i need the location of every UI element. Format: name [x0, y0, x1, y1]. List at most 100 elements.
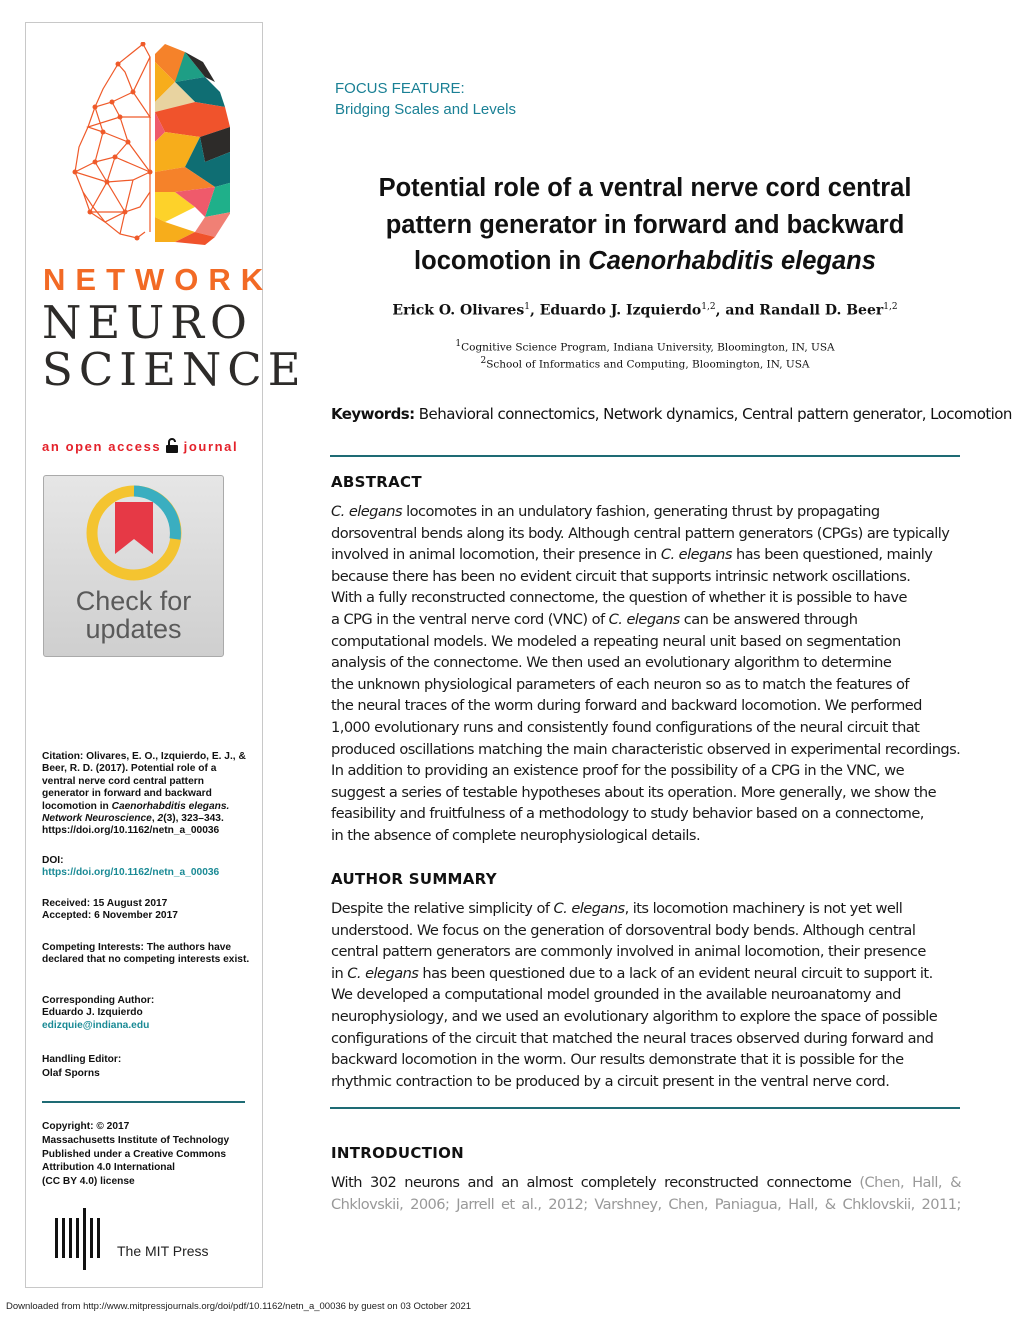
keywords: Keywords: Behavioral connectomics, Netwo… [331, 405, 1012, 423]
text-line: C. elegans locomotes in an undulatory fa… [331, 501, 961, 523]
reference-link[interactable]: Hall, [912, 1174, 943, 1191]
check-for-updates-badge[interactable]: Check for updates [43, 475, 224, 657]
badge-line-1: Check for [75, 586, 192, 616]
reference-link[interactable]: Chen, [668, 1195, 708, 1213]
citation-volume: 2 [157, 813, 164, 825]
text-segment: locomotes in an undulatory fashion, gene… [402, 503, 880, 520]
text-line: With a fully reconstructed connectome, t… [331, 587, 961, 609]
affiliation-text: School of Informatics and Computing, Blo… [486, 358, 810, 371]
text-segment: , its locomotion machinery is not yet we… [624, 900, 903, 917]
text-line: 1,000 evolutionary runs and consistently… [331, 717, 961, 739]
affiliation-2: 2School of Informatics and Computing, Bl… [330, 356, 960, 371]
reference-link[interactable]: Chklovskii, [842, 1195, 915, 1213]
copyright-line: (CC BY 4.0) license [42, 1176, 135, 1188]
section-divider [330, 1107, 960, 1109]
affiliation-number: 1 [455, 339, 462, 349]
affiliation-number: 2 [480, 356, 487, 366]
text-line: because there has been no evident circui… [331, 566, 961, 588]
handling-editor: Handling Editor: Olaf Sporns [42, 1053, 252, 1081]
species-name: C. elegans [331, 503, 403, 520]
word: With [331, 1174, 362, 1191]
reference-link[interactable]: Varshney, [594, 1195, 662, 1213]
citation-rest: (3), 323–343. https://doi.org/10.1162/ne… [42, 813, 224, 837]
author-name: and Randall D. Beer [725, 302, 884, 319]
citation: Citation: Olivares, E. O., Izquierdo, E.… [42, 751, 252, 838]
text-segment: the neural traces of the worm during for… [331, 697, 922, 715]
doi-link[interactable]: https://doi.org/10.1162/netn_a_00036 [42, 867, 220, 879]
reference-link[interactable]: Hall, [788, 1195, 818, 1213]
text-segment: produced oscillations matching the main … [331, 740, 961, 758]
author-name: Eduardo J. Izquierdo [539, 302, 702, 319]
affiliation-text: Cognitive Science Program, Indiana Unive… [461, 341, 835, 354]
reference-link[interactable]: (Chen, [859, 1174, 905, 1191]
dates: Received: 15 August 2017 Accepted: 6 Nov… [42, 898, 252, 923]
reference-link[interactable]: 2006; [410, 1195, 450, 1213]
keywords-label: Keywords: [331, 405, 415, 423]
editor-label: Handling Editor: [42, 1054, 122, 1065]
text-line: computational models. We modeled a repea… [331, 631, 961, 653]
reference-link[interactable]: 2011; [921, 1195, 962, 1213]
article-title: Potential role of a ventral nerve cord c… [330, 170, 960, 280]
text-segment: because there has been no evident circui… [331, 567, 911, 585]
species-name: C. elegans [347, 964, 419, 982]
reference-link[interactable]: Chklovskii, [331, 1195, 404, 1213]
author-name: Erick O. Olivares [392, 302, 525, 319]
text-line: involved in animal locomotion, their pre… [331, 544, 961, 566]
text-line: in C. elegans has been questioned due to… [331, 963, 961, 985]
text-line: suggest a series of testable hypotheses … [331, 782, 961, 804]
word: almost [526, 1174, 573, 1191]
sidebar-divider [42, 1101, 245, 1103]
focus-feature-title[interactable]: Bridging Scales and Levels [335, 101, 516, 118]
reference-link[interactable]: al., [521, 1195, 542, 1213]
corresponding-email-link[interactable]: edizquie@indiana.edu [42, 1019, 150, 1031]
mit-press-name: The MIT Press [117, 1243, 209, 1259]
introduction-body: With 302 neurons and an almost completely recon… [331, 1172, 961, 1215]
text-line: Despite the relative simplicity of C. el… [331, 898, 961, 920]
competing-interests: Competing Interests: The authors have de… [42, 942, 250, 966]
reference-link[interactable]: Paniagua, [714, 1195, 782, 1213]
citation-label: Citation: [42, 751, 84, 762]
intro-line: With 302 neurons and an almost completely recon… [331, 1172, 961, 1194]
copyright-label: Copyright: © 2017 [42, 1121, 130, 1132]
citation-text: Olivares, E. O., Izquierdo, E. J., & Bee… [42, 751, 246, 812]
copyright-line: Massachusetts Institute of Technology [42, 1134, 230, 1146]
open-access-tagline: an open access journal [42, 438, 238, 454]
network-neuroscience-brain-logo [72, 42, 230, 245]
word: 302 [370, 1174, 397, 1191]
reference-link[interactable]: & [950, 1174, 961, 1191]
word: an [501, 1174, 519, 1191]
reference-link[interactable]: 2012; [548, 1195, 588, 1213]
text-segment: rhythmic contraction to be produced by a… [331, 1072, 890, 1090]
reference-link[interactable]: et [500, 1195, 515, 1213]
text-segment: central pattern generators are commonly … [331, 943, 926, 961]
title-line: pattern generator in forward and backwar… [385, 210, 905, 239]
text-segment: in [331, 964, 348, 982]
text-line: in the absence of complete neurophysiolo… [331, 825, 961, 847]
abstract-body: C. elegans locomotes in an undulatory fa… [331, 501, 961, 847]
text-line: rhythmic contraction to be produced by a… [331, 1071, 961, 1093]
text-segment: has been questioned, mainly [731, 546, 933, 564]
author-affiliation-mark: 1,2 [701, 302, 716, 312]
copyright-line: Attribution 4.0 International [42, 1162, 176, 1174]
text-line: dorsoventral bends along its body. Altho… [331, 523, 961, 545]
text-segment: in the absence of complete neurophysiolo… [331, 826, 701, 844]
text-line: understood. We focus on the generation o… [331, 920, 961, 942]
text-segment: backward locomotion in the worm. Our res… [331, 1051, 904, 1069]
copyright-line: Published under a Creative Commons [42, 1148, 226, 1160]
word: and [467, 1174, 494, 1191]
text-segment: involved in animal locomotion, their pre… [331, 546, 661, 564]
crossmark-icon [86, 485, 182, 581]
affiliation-1: 1Cognitive Science Program, Indiana Univ… [330, 339, 960, 354]
word: neurons [404, 1174, 460, 1191]
badge-line-2: updates [85, 614, 182, 644]
citation-journal: Network Neuroscience [42, 813, 152, 825]
text-line: We developed a computational model groun… [331, 984, 961, 1006]
citation-species: Caenorhabditis elegans. [111, 800, 230, 812]
text-segment: can be answered through [679, 610, 858, 628]
text-line: feasibility and fruitfulness of a method… [331, 803, 961, 825]
reference-link[interactable]: Jarrell [456, 1195, 495, 1213]
word: completely [580, 1174, 657, 1191]
text-line: the unknown physiological parameters of … [331, 674, 961, 696]
text-segment: 1,000 evolutionary runs and consistently… [331, 718, 920, 736]
reference-link[interactable]: & [824, 1195, 836, 1213]
